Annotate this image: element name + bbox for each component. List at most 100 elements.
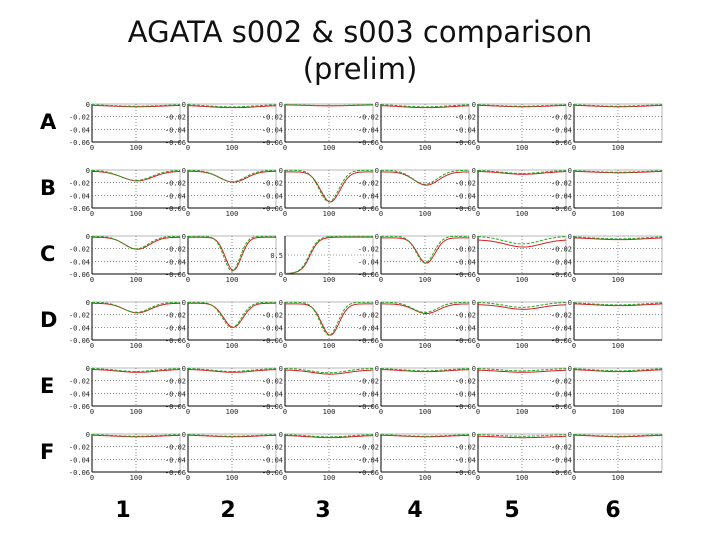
panel-d5-y-tick-0: 0: [472, 299, 476, 307]
panel-f3-y-tick-2: -0.04: [262, 456, 283, 464]
panel-f5-y-tick-2: -0.04: [455, 456, 476, 464]
panel-a5-y-tick-2: -0.04: [455, 126, 476, 134]
panel-e4-y-tick-0: 0: [375, 365, 379, 373]
panel-a6-series-red: [573, 104, 663, 108]
panel-a2-y-tick-0: 0: [182, 101, 186, 109]
panel-a5-x-tick-1: 100: [516, 144, 529, 152]
panel-d4-series-red: [380, 303, 470, 315]
panel-a2-y-tick-1: -0.02: [165, 114, 186, 122]
panel-b4-series-green: [380, 169, 470, 185]
panel-b1-y-tick-3: -0.06: [69, 205, 90, 213]
panel-b3-y-tick-2: -0.04: [262, 192, 283, 200]
panel-e3-series-green: [284, 368, 374, 374]
panel-e2-y-tick-2: -0.04: [165, 390, 186, 398]
panel-c2-y-tick-3: -0.06: [165, 271, 186, 279]
panel-d3-y-tick-1: -0.02: [262, 312, 283, 320]
panel-d5-series-green: [477, 302, 567, 308]
panel-c2-series-red: [188, 236, 276, 271]
panel-c6-y-tick-0: 0: [568, 233, 572, 241]
panel-d6-y-tick-0: 0: [568, 299, 572, 307]
panel-c6-x-tick-0: 0: [572, 276, 576, 284]
panel-b4-y-tick-0: 0: [375, 167, 379, 175]
panel-d5-x-tick-0: 0: [476, 342, 480, 350]
panel-e2-y-tick-0: 0: [182, 365, 186, 373]
panel-d1-x-tick-1: 100: [130, 342, 143, 350]
panel-b1-x-tick-1: 100: [130, 210, 143, 218]
panel-a2-series-red: [187, 105, 277, 109]
column-label-6: 6: [605, 498, 621, 523]
panel-e1-x-tick-1: 100: [130, 408, 143, 416]
panel-a6-y-tick-1: -0.02: [551, 114, 572, 122]
panel-f5-series-green: [477, 434, 567, 437]
panel-c5-y-tick-3: -0.06: [455, 271, 476, 279]
panel-e1-series-red: [91, 368, 181, 373]
panel-a6-y-tick-0: 0: [568, 101, 572, 109]
panel-a1-y-tick-3: -0.06: [69, 139, 90, 147]
panel-d6-x-tick-0: 0: [572, 342, 576, 350]
panel-a1-series-green: [91, 104, 181, 107]
panel-b2-series-green: [187, 169, 277, 183]
panel-a1-y-tick-1: -0.02: [69, 114, 90, 122]
panel-b3-series-green: [285, 169, 373, 203]
panel-e5-x-tick-0: 0: [476, 408, 480, 416]
panel-b6-y-tick-1: -0.02: [551, 180, 572, 188]
panel-d5-y-tick-3: -0.06: [455, 337, 476, 345]
panel-f2-y-tick-1: -0.02: [165, 444, 186, 452]
panel-a2-y-tick-3: -0.06: [165, 139, 186, 147]
panel-c2-series-green: [188, 235, 276, 272]
panel-e5-y-tick-0: 0: [472, 365, 476, 373]
panel-b3-y-tick-0: 0: [279, 167, 283, 175]
panel-d5-x-tick-1: 100: [516, 342, 529, 350]
panel-d6-series-green: [573, 302, 663, 306]
panel-d6-x-tick-1: 100: [612, 342, 625, 350]
row-label-d: D: [40, 308, 58, 332]
panel-e3-x-tick-0: 0: [283, 408, 287, 416]
panel-c5-y-tick-2: -0.04: [455, 258, 476, 266]
panel-c6-y-tick-2: -0.04: [551, 258, 572, 266]
panel-b3-x-tick-0: 0: [283, 210, 287, 218]
panel-d2-y-tick-3: -0.06: [165, 337, 186, 345]
panel-c5-series-green: [477, 236, 567, 245]
panel-d4-series-green: [380, 301, 470, 313]
panel-e6-x-tick-0: 0: [572, 408, 576, 416]
panel-c1-x-tick-0: 0: [90, 276, 94, 284]
panel-f2-y-tick-2: -0.04: [165, 456, 186, 464]
panel-e2-y-tick-3: -0.06: [165, 403, 186, 411]
panel-c4-y-tick-2: -0.04: [358, 258, 379, 266]
panel-e1-y-tick-2: -0.04: [69, 390, 90, 398]
panel-d4-y-tick-2: -0.04: [358, 324, 379, 332]
panel-c6-x-tick-1: 100: [612, 276, 625, 284]
panel-e4-y-tick-2: -0.04: [358, 390, 379, 398]
panel-d3-series-green: [285, 301, 373, 336]
panel-d6-y-tick-2: -0.04: [551, 324, 572, 332]
panel-f2-y-tick-3: -0.06: [165, 469, 186, 477]
panel-f4-x-tick-1: 100: [419, 474, 432, 482]
panel-c2-x-tick-1: 100: [226, 276, 239, 284]
panel-e6-y-tick-0: 0: [568, 365, 572, 373]
panel-c1-y-tick-0: 0: [86, 233, 90, 241]
panel-b5-y-tick-2: -0.04: [455, 192, 476, 200]
panel-e5-y-tick-2: -0.04: [455, 390, 476, 398]
panel-c3-y-tick-0: 0.5: [270, 252, 283, 260]
panel-c5-y-tick-0: 0: [472, 233, 476, 241]
panel-d6-y-tick-3: -0.06: [551, 337, 572, 345]
panel-b4-series-red: [380, 171, 470, 186]
panel-f3-series-green: [284, 434, 374, 438]
panel-a3-x-tick-0: 0: [283, 144, 287, 152]
panel-e3-series-red: [284, 369, 374, 375]
panel-b3-y-tick-1: -0.02: [262, 180, 283, 188]
panel-e1-series-green: [91, 368, 181, 372]
panel-f2-x-tick-1: 100: [226, 474, 239, 482]
panel-a6-y-tick-2: -0.04: [551, 126, 572, 134]
panel-f4-y-tick-3: -0.06: [358, 469, 379, 477]
panel-f6-x-tick-1: 100: [612, 474, 625, 482]
panel-d3-y-tick-2: -0.04: [262, 324, 283, 332]
panel-a6-series-green: [573, 104, 663, 107]
panel-b4-x-tick-0: 0: [379, 210, 383, 218]
row-label-c: C: [40, 242, 56, 266]
panel-e4-y-tick-3: -0.06: [358, 403, 379, 411]
panel-a6-x-tick-0: 0: [572, 144, 576, 152]
panel-f3-y-tick-0: 0: [279, 431, 283, 439]
panel-d4-y-tick-1: -0.02: [358, 312, 379, 320]
panel-e2-series-red: [187, 368, 277, 373]
